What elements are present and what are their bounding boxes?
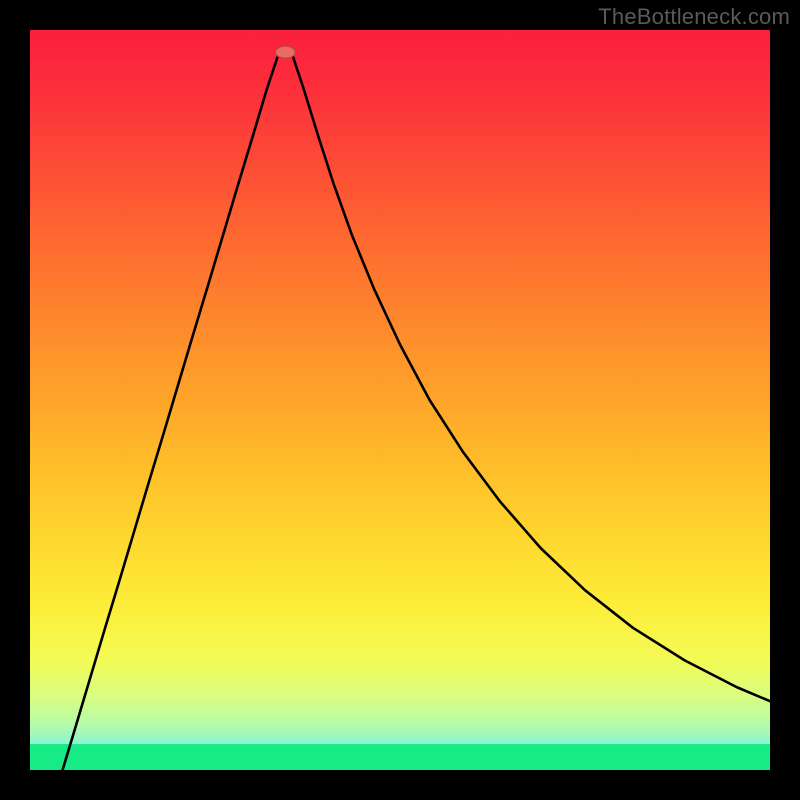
chart-svg (30, 30, 770, 770)
plot-area (30, 30, 770, 770)
gradient-background (30, 30, 770, 770)
green-band (30, 744, 770, 770)
cusp-marker (275, 46, 295, 58)
watermark-text: TheBottleneck.com (598, 4, 790, 30)
